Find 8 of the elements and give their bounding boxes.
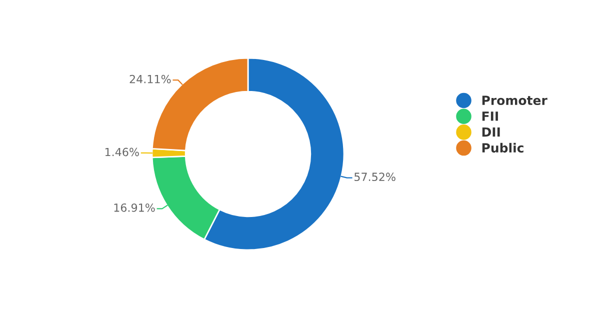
data-label: 24.11% bbox=[130, 74, 171, 84]
legend-label: Promoter bbox=[482, 96, 548, 106]
legend-label: Public bbox=[482, 142, 524, 153]
data-label: 1.46% bbox=[105, 148, 139, 156]
data-label: 16.91% bbox=[114, 203, 155, 212]
data-label: 57.52% bbox=[354, 172, 396, 182]
legend-label: FII bbox=[482, 112, 498, 121]
legend-label: DII bbox=[482, 127, 500, 137]
